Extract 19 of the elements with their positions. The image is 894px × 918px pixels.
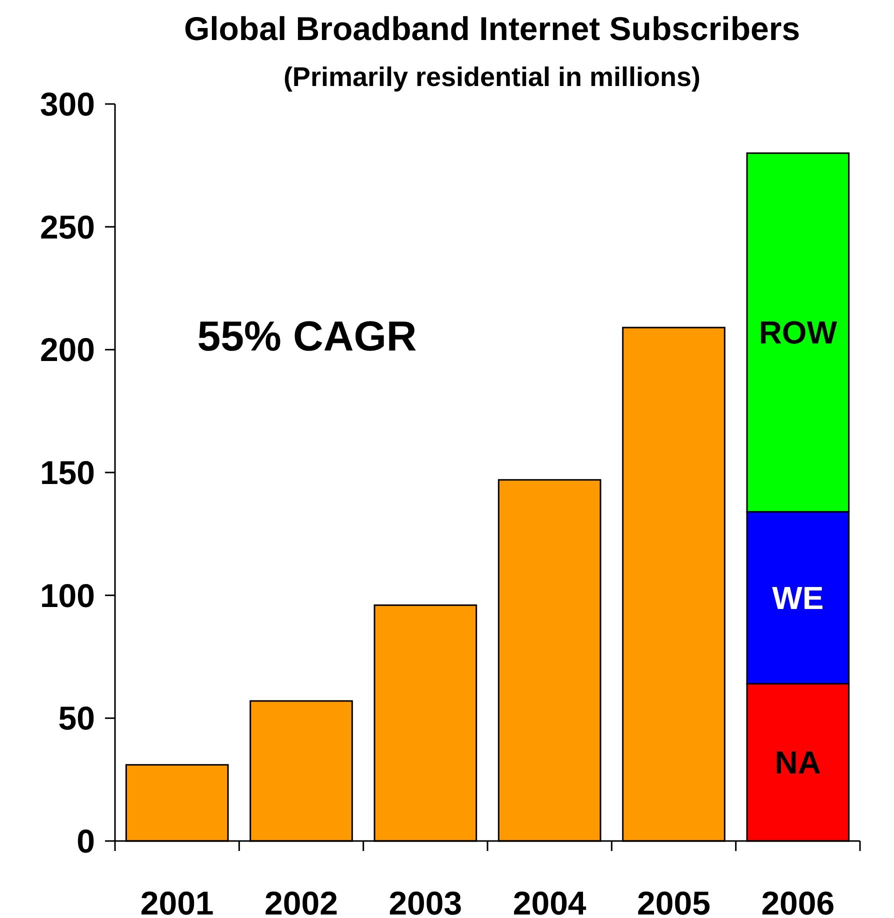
series-label: ROW (758, 314, 838, 351)
x-tick-label: 2001 (140, 884, 214, 918)
chart-subtitle: (Primarily residential in millions) (283, 62, 701, 92)
chart-title: Global Broadband Internet Subscribers (184, 10, 800, 47)
annotation: 55% CAGR (197, 312, 417, 360)
series-label: NA (774, 744, 822, 781)
x-tick-label: 2006 (761, 884, 835, 918)
y-tick-label: 250 (40, 208, 95, 246)
series-label: WE (772, 580, 824, 616)
y-tick-label: 150 (40, 454, 95, 492)
x-tick-label: 2003 (388, 884, 462, 918)
x-tick-label: 2004 (512, 884, 587, 918)
y-tick-label: 300 (40, 86, 95, 123)
y-tick-label: 100 (40, 576, 95, 614)
y-tick-label: 200 (40, 331, 95, 368)
x-tick-label: 2002 (264, 884, 338, 918)
y-tick-label: 0 (76, 822, 95, 860)
y-tick-label: 50 (58, 700, 95, 737)
x-tick-label: 2005 (637, 884, 710, 918)
